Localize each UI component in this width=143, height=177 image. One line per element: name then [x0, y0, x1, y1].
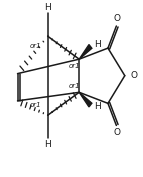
Text: or1: or1 [30, 102, 42, 108]
Text: O: O [114, 128, 121, 137]
Text: or1: or1 [30, 43, 42, 49]
Text: H: H [94, 102, 101, 111]
Text: or1: or1 [68, 82, 80, 88]
Text: H: H [44, 140, 51, 149]
Polygon shape [79, 92, 92, 107]
Polygon shape [79, 45, 92, 59]
Text: H: H [44, 3, 51, 12]
Text: H: H [94, 40, 101, 49]
Text: or1: or1 [68, 63, 80, 69]
Text: O: O [114, 15, 121, 24]
Text: O: O [130, 71, 137, 80]
